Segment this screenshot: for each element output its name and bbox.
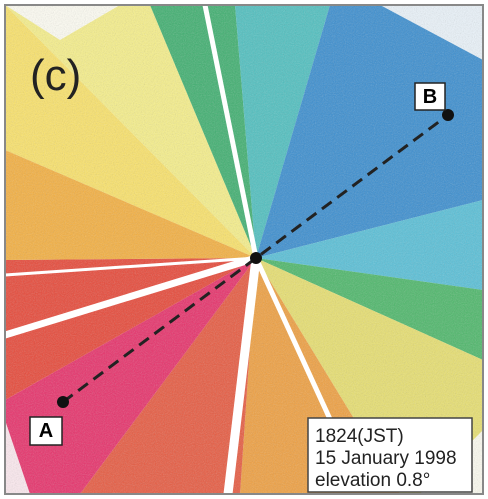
annotation-line: 1824(JST) <box>315 426 404 447</box>
panel-label: (c) <box>30 51 81 100</box>
radar-site <box>250 252 262 264</box>
point-label: B <box>423 86 437 108</box>
annotation-line: 15 January 1998 <box>315 448 457 469</box>
radar-figure: (c) A B 1824(JST) 15 January 1998 elevat… <box>0 0 488 499</box>
annotation-line: elevation 0.8° <box>315 470 430 491</box>
point-a-marker <box>57 396 69 408</box>
point-b-marker <box>442 109 454 121</box>
point-label: A <box>39 420 53 442</box>
